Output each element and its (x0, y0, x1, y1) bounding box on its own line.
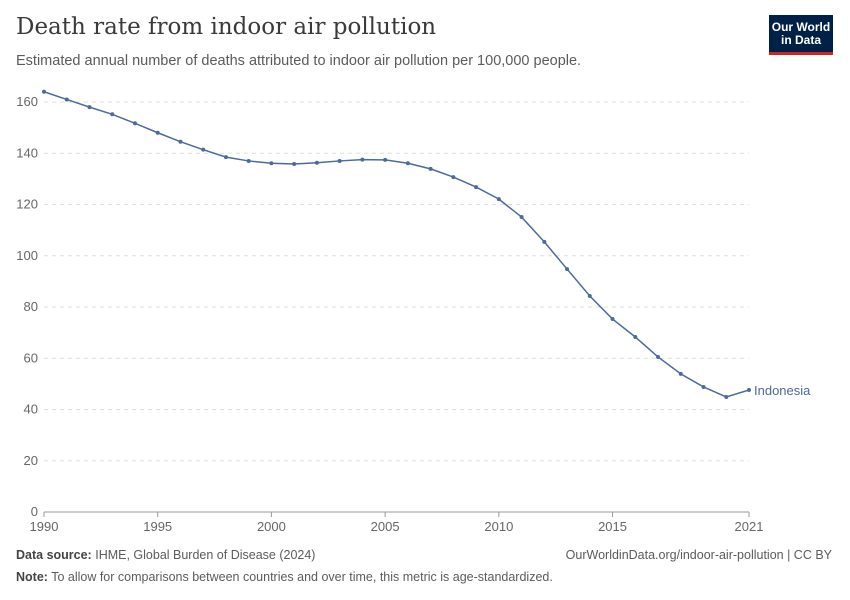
data-point (110, 112, 115, 117)
data-point (587, 293, 592, 298)
data-source: Data source: IHME, Global Burden of Dise… (16, 548, 315, 562)
data-point (496, 197, 501, 202)
y-tick-label: 0 (31, 504, 38, 519)
y-tick-label: 100 (16, 248, 38, 263)
line-chart: 0 20 40 60 80 100 120 140 160 1990 1995 2000 2005 201… (16, 89, 811, 534)
data-point (542, 239, 547, 244)
data-point (292, 162, 297, 167)
data-point (405, 161, 410, 166)
x-tick-label: 1990 (30, 519, 59, 534)
y-tick-label: 140 (16, 145, 38, 160)
note-text: To allow for comparisons between countri… (51, 570, 553, 584)
chart-subtitle: Estimated annual number of deaths attrib… (16, 53, 582, 69)
source-label: Data source: (16, 548, 92, 562)
data-point (87, 105, 92, 110)
data-point (246, 158, 251, 163)
owid-logo[interactable]: Our World in Data (769, 15, 833, 55)
y-tick-label: 40 (24, 402, 38, 417)
data-point (519, 215, 524, 220)
data-point (451, 175, 456, 180)
data-point (678, 371, 683, 376)
data-point (724, 394, 729, 399)
data-point (42, 89, 46, 94)
data-point (610, 317, 615, 322)
data-point (747, 388, 751, 393)
chart-title: Death rate from indoor air pollution (16, 14, 437, 40)
note: Note: To allow for comparisons between c… (16, 570, 553, 584)
data-point (155, 130, 160, 135)
y-tick-label: 160 (16, 94, 38, 109)
series-label: Indonesia (754, 383, 811, 398)
x-tick-label: 2005 (371, 519, 400, 534)
data-point (360, 157, 365, 162)
x-tick-label: 2000 (257, 519, 286, 534)
x-tick-label: 2021 (735, 519, 764, 534)
data-point (132, 121, 137, 126)
data-point (337, 158, 342, 163)
x-tick-label: 1995 (143, 519, 172, 534)
data-point (383, 157, 388, 162)
data-point (269, 161, 274, 166)
data-point (656, 354, 661, 359)
source-url[interactable]: OurWorldinData.org/indoor-air-pollution … (565, 548, 832, 562)
y-tick-label: 80 (24, 299, 38, 314)
series-line (43, 91, 750, 398)
y-tick-label: 60 (24, 350, 38, 365)
data-point (223, 155, 228, 160)
data-point (428, 166, 433, 171)
data-point (314, 160, 319, 165)
data-point (474, 185, 479, 190)
data-point (565, 267, 570, 272)
y-tick-label: 120 (16, 197, 38, 212)
source-text: IHME, Global Burden of Disease (2024) (95, 548, 316, 562)
data-point (178, 139, 183, 144)
note-label: Note: (16, 570, 48, 584)
data-point (701, 384, 706, 389)
y-tick-label: 20 (24, 453, 38, 468)
data-point (64, 97, 69, 102)
x-tick-label: 2010 (484, 519, 513, 534)
data-point (201, 147, 206, 152)
x-tick-label: 2015 (598, 519, 627, 534)
data-point (633, 334, 638, 339)
